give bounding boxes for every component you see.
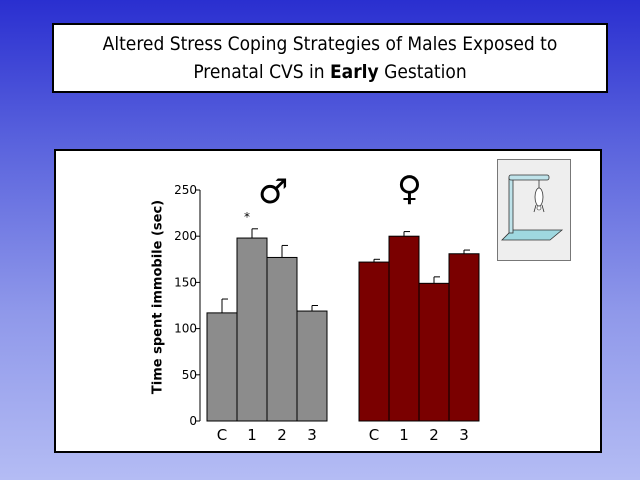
male-symbol-icon: ♂ (258, 172, 289, 212)
title-box: Altered Stress Coping Strategies of Male… (52, 23, 608, 93)
y-tick-label: 100 (174, 322, 197, 336)
y-tick-label: 200 (174, 229, 197, 243)
bar (296, 310, 328, 422)
title-line-2: Prenatal CVS in Early Gestation (193, 58, 466, 86)
title-line-1: Altered Stress Coping Strategies of Male… (102, 33, 558, 55)
x-tick-label: C (369, 426, 379, 444)
x-tick-label: C (217, 426, 227, 444)
significance-marker: * (244, 210, 250, 224)
y-tick-label: 50 (182, 368, 197, 382)
y-tick-label: 0 (189, 414, 197, 428)
y-tick-label: 250 (174, 183, 197, 197)
x-tick-label: 2 (429, 426, 439, 444)
y-axis-label: Time spent immobile (sec) (150, 199, 166, 395)
x-tick-label: 3 (459, 426, 469, 444)
bar (236, 237, 268, 422)
x-tick-label: 2 (277, 426, 287, 444)
x-tick-label: 3 (307, 426, 317, 444)
female-symbol-icon: ♀ (397, 169, 422, 209)
tail-suspension-test-icon (497, 159, 571, 261)
bar (358, 261, 390, 422)
bar (448, 253, 480, 422)
y-tick-label: 150 (174, 275, 197, 289)
title-line-2-end: Gestation (378, 61, 467, 83)
bar (418, 282, 450, 422)
x-tick-label: 1 (399, 426, 409, 444)
x-tick-label: 1 (247, 426, 257, 444)
bar (206, 312, 238, 422)
bar (266, 256, 298, 422)
bar (388, 235, 420, 422)
title-line-2-start: Prenatal CVS in (193, 61, 330, 83)
title-line-2-emphasis: Early (330, 61, 379, 83)
